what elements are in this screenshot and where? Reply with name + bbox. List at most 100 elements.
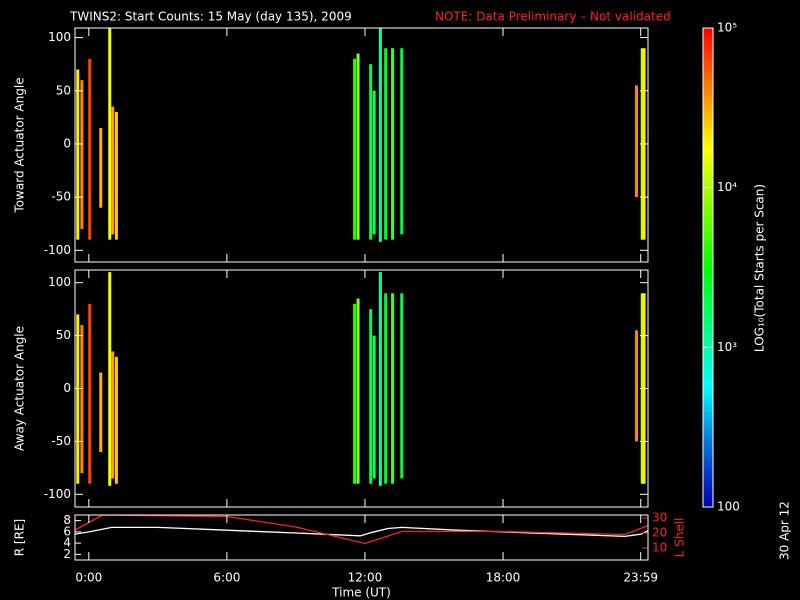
colorbar-cell <box>703 495 713 500</box>
colorbar-cell <box>703 79 713 85</box>
colorbar-cell <box>703 179 713 185</box>
colorbar-cell <box>703 279 713 284</box>
y-tick-label: 100 <box>48 275 71 289</box>
y-tick-label: 50 <box>56 328 71 342</box>
colorbar-cell <box>703 267 713 272</box>
colorbar-cell <box>703 99 713 105</box>
colorbar-label: LOG₁₀(Total Starts per Scan) <box>753 184 767 352</box>
streak <box>114 112 118 240</box>
colorbar-cell <box>703 275 713 280</box>
colorbar-cell <box>703 263 713 268</box>
colorbar-cell <box>703 359 713 364</box>
colorbar-cell <box>703 247 713 253</box>
colorbar-cell <box>703 35 713 41</box>
colorbar-cell <box>703 327 713 332</box>
streak <box>111 106 115 235</box>
colorbar-cell <box>703 131 713 137</box>
colorbar-cell <box>703 251 713 257</box>
y-axis-label: Toward Actuator Angle <box>13 77 27 213</box>
streak <box>88 58 92 240</box>
colorbar-cell <box>703 223 713 229</box>
streak <box>80 325 84 474</box>
colorbar-cell <box>703 47 713 53</box>
streak <box>372 90 376 235</box>
colorbar-cell <box>703 387 713 392</box>
colorbar-cell <box>703 399 713 404</box>
colorbar-cell <box>703 43 713 49</box>
colorbar-cell <box>703 355 713 360</box>
colorbar-cell <box>703 491 713 496</box>
x-tick-label: 0:00 <box>75 571 102 585</box>
colorbar-cell <box>703 239 713 245</box>
colorbar-cell <box>703 259 713 265</box>
colorbar-cell <box>703 407 713 412</box>
colorbar-cell <box>703 151 713 157</box>
colorbar-cell <box>703 307 713 312</box>
series-line <box>75 526 648 538</box>
colorbar-cell <box>703 67 713 73</box>
y-tick-label: -100 <box>44 487 71 501</box>
streak <box>378 272 382 486</box>
date-stamp: 30 Apr 12 <box>778 501 792 560</box>
colorbar-cell <box>703 115 713 121</box>
colorbar-cell <box>703 295 713 300</box>
colorbar-cell <box>703 463 713 468</box>
streak <box>114 356 118 484</box>
streak <box>353 303 357 484</box>
colorbar-cell <box>703 423 713 428</box>
streak <box>99 127 103 208</box>
colorbar-cell <box>703 391 713 396</box>
colorbar-cell <box>703 243 713 249</box>
streak <box>356 53 360 240</box>
colorbar-cell <box>703 371 713 376</box>
colorbar-cell <box>703 175 713 181</box>
streak <box>400 48 404 235</box>
colorbar-cell <box>703 139 713 145</box>
colorbar-cell <box>703 443 713 448</box>
colorbar-cell <box>703 28 713 33</box>
colorbar-cell <box>703 163 713 169</box>
colorbar-cell <box>703 339 713 344</box>
colorbar-tick-label: 10⁵ <box>717 21 737 35</box>
panel-frame <box>74 27 649 263</box>
colorbar-cell <box>703 315 713 320</box>
streak <box>88 303 92 484</box>
colorbar-cell <box>703 475 713 480</box>
colorbar-cell <box>703 231 713 237</box>
colorbar-cell <box>703 219 713 225</box>
colorbar-cell <box>703 291 713 296</box>
y-tick-label: 8 <box>63 513 71 527</box>
colorbar-cell <box>703 119 713 125</box>
y-tick-label: -100 <box>44 243 71 257</box>
y-tick-label: 2 <box>63 547 71 561</box>
colorbar-cell <box>703 63 713 69</box>
y2-tick-label: 10 <box>652 541 667 555</box>
colorbar-cell <box>703 107 713 113</box>
streak <box>391 48 395 240</box>
colorbar-cell <box>703 351 713 356</box>
colorbar-cell <box>703 155 713 161</box>
colorbar-cell <box>703 211 713 217</box>
colorbar-cell <box>703 159 713 165</box>
colorbar-tick-label: 10³ <box>717 340 737 354</box>
colorbar-cell <box>703 103 713 109</box>
streak <box>372 335 376 479</box>
colorbar-cell <box>703 311 713 316</box>
y-tick-label: 6 <box>63 524 71 538</box>
colorbar-cell <box>703 171 713 177</box>
streak <box>400 293 404 479</box>
colorbar-cell <box>703 51 713 57</box>
y-tick-label: -50 <box>51 434 71 448</box>
colorbar-cell <box>703 363 713 368</box>
streak <box>384 293 388 484</box>
colorbar-cell <box>703 335 713 340</box>
colorbar-cell <box>703 111 713 117</box>
colorbar-cell <box>703 459 713 464</box>
colorbar-cell <box>703 379 713 384</box>
colorbar-cell <box>703 83 713 89</box>
y2-tick-label: 20 <box>652 526 667 540</box>
colorbar-tick-label: 100 <box>717 500 740 514</box>
colorbar-cell <box>703 435 713 440</box>
